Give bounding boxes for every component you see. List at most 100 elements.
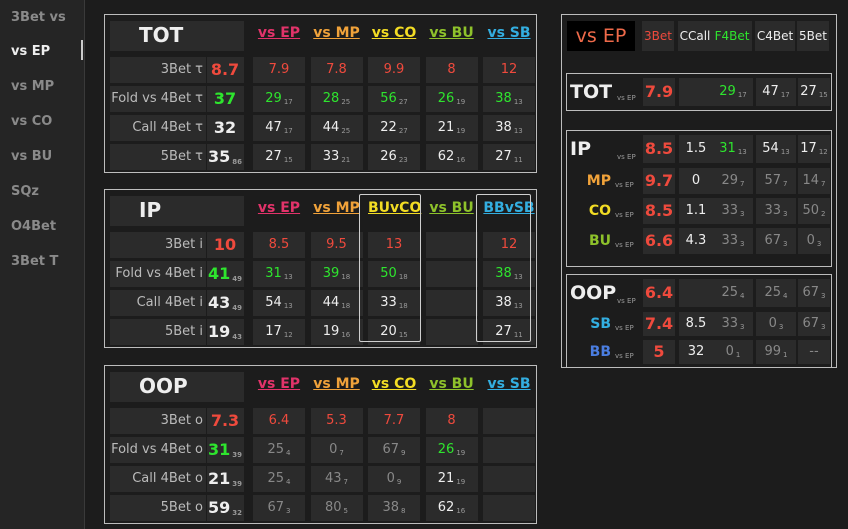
stat-cell	[425, 495, 478, 521]
row-label-cell	[110, 437, 206, 463]
stat-number: 33	[721, 203, 739, 218]
stat-number: 38	[495, 295, 512, 310]
column-header-vs-bu[interactable]: vs BU	[429, 376, 474, 392]
stat-value: 44 18	[311, 290, 363, 316]
group-sub: vs EP	[617, 297, 636, 305]
sidebar-item-3bet-t[interactable]: 3Bet T	[11, 254, 59, 269]
column-header-vs-sb[interactable]: vs SB	[487, 376, 531, 392]
highlight-buvco	[359, 194, 421, 342]
column-header-vs-mp[interactable]: vs MP	[313, 376, 360, 392]
stat-number: 67	[802, 285, 820, 300]
sample-count: 3	[821, 292, 826, 300]
sample-count: 13	[513, 302, 523, 310]
column-header-vs-bu[interactable]: vs BU	[429, 25, 474, 41]
row-label-cell	[110, 495, 206, 521]
stat-number: 38	[382, 500, 400, 515]
stat-cell	[368, 144, 420, 170]
column-header-vs-ep[interactable]: vs EP	[257, 200, 301, 216]
sidebar-item-vs-ep[interactable]: vs EP	[11, 44, 51, 59]
stat-cell	[483, 408, 535, 434]
stat-value: 21 39	[205, 466, 245, 492]
stat-value: 9.7	[643, 168, 675, 194]
sample-count: 27	[398, 98, 408, 106]
summary-cell	[643, 279, 675, 307]
sample-count: 8	[401, 507, 406, 515]
sample-count: 23	[398, 156, 408, 164]
stat-cell	[368, 495, 420, 521]
sidebar-item-vs-bu[interactable]: vs BU	[11, 149, 53, 164]
sample-count: 19	[456, 478, 466, 486]
sample-count: 16	[456, 507, 466, 515]
sample-count: 7	[821, 180, 826, 188]
stat-number: 8.7	[210, 60, 240, 79]
stat-cell	[368, 290, 420, 316]
row-label-cell	[110, 408, 206, 434]
stat-cell	[253, 232, 305, 258]
row-label: 5Bet o	[160, 500, 203, 515]
stat-value: 47 17	[253, 115, 305, 141]
stat-value: --	[798, 340, 830, 364]
sample-count: 39	[232, 451, 242, 459]
sample-count: 17	[283, 127, 293, 135]
column-header-vs-ep[interactable]: vs EP	[257, 25, 301, 41]
stat-value: 7.9	[643, 78, 675, 106]
column-header-vs-mp[interactable]: vs MP	[313, 25, 360, 41]
stat-cell	[425, 115, 478, 141]
stat-value: 38 13	[483, 290, 535, 316]
summary-col-c4bet: C4Bet	[756, 29, 794, 43]
main-value-cell	[207, 319, 244, 345]
stat-number: 5.3	[326, 413, 347, 428]
stat-value: 5.3	[311, 408, 363, 434]
sidebar-item-3bet-vs[interactable]: 3Bet vs	[11, 10, 66, 25]
position-label-co: CO	[588, 203, 611, 219]
table-title: TOT	[139, 23, 184, 47]
stat-value: 35 86	[205, 144, 245, 170]
stat-number: 26	[437, 442, 455, 457]
column-header-vs-sb[interactable]: vs SB	[487, 25, 531, 41]
sidebar-item-sqz[interactable]: SQz	[11, 184, 39, 199]
stat-cell	[310, 437, 363, 463]
stat-value: 19 16	[311, 319, 363, 345]
column-header-vs-co[interactable]: vs CO	[371, 25, 417, 41]
stat-number: 4.3	[685, 233, 707, 248]
stat-number: 0	[806, 233, 815, 248]
row-label-cell	[110, 232, 206, 258]
summary-group-oop: OOP vs EP 6.4 25 4 25 4 67 3 SB vs EP 7.4 8.5 33 3 0 3 67…	[566, 274, 832, 368]
sample-count: 3	[821, 323, 826, 331]
stat-cell	[253, 290, 305, 316]
summary-header-cell	[797, 21, 829, 51]
sidebar-item-vs-mp[interactable]: vs MP	[11, 79, 55, 94]
column-header-buvco[interactable]: BUvCO	[368, 200, 422, 216]
stat-value: 67 3	[253, 495, 305, 521]
group-sub: vs EP	[617, 153, 636, 161]
main-value-cell	[207, 144, 244, 170]
sidebar-item-o4bet[interactable]: O4Bet	[11, 219, 57, 234]
column-header-vs-bu[interactable]: vs BU	[429, 200, 474, 216]
sidebar-item-vs-co[interactable]: vs CO	[11, 114, 53, 129]
stat-number: 62	[437, 500, 455, 515]
stat-number: 21	[437, 471, 455, 486]
column-header-vs-co[interactable]: vs CO	[371, 376, 417, 392]
stat-cell	[483, 437, 535, 463]
stat-value: 56 27	[368, 86, 420, 112]
sample-count: 19	[456, 127, 466, 135]
stat-number: 7.7	[383, 413, 405, 428]
sample-count: 2	[821, 210, 826, 218]
stat-number: 33	[721, 316, 739, 331]
stat-number: 5	[653, 342, 665, 361]
stat-value: 31 13	[713, 135, 753, 163]
stat-number: 8	[447, 413, 456, 428]
stat-number: 54	[265, 295, 282, 310]
row-label-cell	[110, 261, 206, 287]
column-header-vs-mp[interactable]: vs MP	[313, 200, 360, 216]
stat-number: 41	[207, 264, 231, 283]
sample-count: 15	[398, 331, 408, 339]
column-header-vs-ep[interactable]: vs EP	[257, 376, 301, 392]
column-header-bbvsb[interactable]: BBvSB	[483, 200, 535, 216]
position-sub: vs EP	[615, 241, 634, 249]
row-label: Call 4Bet τ	[132, 120, 203, 135]
stat-number: 50	[802, 203, 820, 218]
sample-count: 4	[286, 478, 291, 486]
stat-value: 33 3	[713, 198, 753, 224]
stat-number: 57	[764, 173, 782, 188]
